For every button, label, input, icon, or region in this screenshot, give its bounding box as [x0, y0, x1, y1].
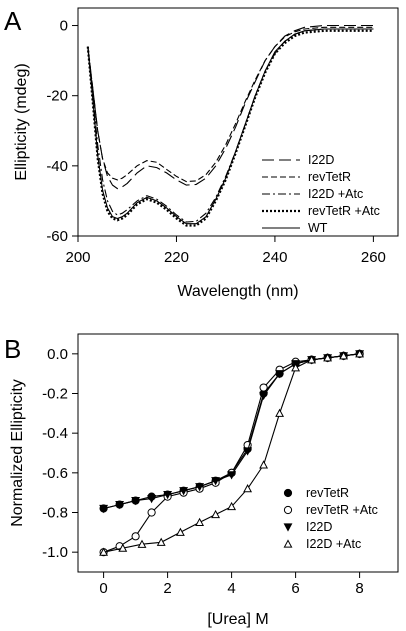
data-point-3 [243, 484, 253, 493]
data-point-2 [163, 491, 173, 500]
y-tick-label: -20 [46, 88, 68, 105]
data-point-2 [259, 391, 269, 401]
legend-marker-3 [283, 539, 293, 548]
data-point-2 [179, 487, 189, 496]
y-axis-label: Ellipticity (mdeg) [13, 63, 30, 180]
panel-label-A: A [4, 6, 22, 36]
data-point-3 [275, 408, 285, 417]
data-point-3 [339, 351, 349, 360]
x-tick-label: 240 [262, 249, 287, 266]
legend-label-4: WT [308, 221, 328, 235]
y-tick-label: -0.8 [42, 505, 68, 522]
y-tick-label: -1.0 [42, 544, 68, 561]
series-line-1 [87, 26, 374, 183]
data-point-3 [259, 460, 269, 469]
data-point-3 [227, 501, 237, 511]
data-point-3 [195, 517, 205, 527]
data-point-3 [137, 539, 147, 548]
data-point-3 [156, 537, 166, 546]
legend-marker-2 [283, 523, 293, 532]
data-point-2 [211, 477, 221, 486]
panel-label-B: B [4, 334, 21, 364]
data-point-3 [291, 363, 301, 372]
y-tick-label: -0.4 [42, 425, 68, 442]
legend-label-0: revTetR [306, 486, 349, 500]
x-tick-label: 200 [65, 249, 90, 266]
legend-label-3: revTetR +Atc [308, 204, 380, 218]
data-point-3 [355, 349, 365, 358]
data-point-1 [259, 383, 268, 392]
x-axis-label: Wavelength (nm) [177, 283, 298, 300]
legend-marker-0 [283, 488, 293, 498]
plot-frame [77, 7, 399, 237]
y-tick-label: -0.2 [42, 386, 68, 403]
y-tick-label: -40 [46, 158, 68, 175]
x-tick-label: 0 [99, 580, 107, 597]
data-point-1 [147, 508, 156, 517]
plot-frame [77, 333, 399, 573]
data-point-2 [99, 504, 109, 514]
y-axis-label: Normalized Ellipticity [9, 379, 26, 527]
legend-label-2: I22D +Atc [308, 187, 363, 201]
data-point-3 [175, 527, 185, 536]
data-point-3 [211, 509, 221, 519]
series-line-3 [103, 353, 360, 553]
data-point-2 [115, 500, 125, 510]
x-tick-label: 6 [291, 580, 299, 597]
x-tick-label: 8 [355, 580, 363, 597]
y-tick-label: 0 [60, 18, 68, 35]
legend-label-0: I22D [308, 153, 334, 167]
legend-label-2: I22D [306, 520, 332, 534]
legend-label-1: revTetR +Atc [306, 503, 378, 517]
data-point-3 [307, 355, 317, 364]
legend-label-3: I22D +Atc [306, 537, 361, 551]
y-tick-label: -60 [46, 228, 68, 245]
x-tick-label: 4 [227, 580, 235, 597]
data-point-2 [195, 483, 205, 492]
x-tick-label: 2 [163, 580, 171, 597]
x-tick-label: 260 [361, 249, 386, 266]
data-point-2 [131, 497, 141, 506]
data-point-2 [227, 471, 237, 480]
data-point-2 [147, 495, 157, 504]
series-line-4 [87, 28, 374, 225]
data-point-3 [118, 543, 128, 552]
legend-label-1: revTetR [308, 170, 351, 184]
data-point-3 [323, 353, 333, 362]
series-line-3 [86, 29, 374, 227]
data-point-1 [131, 532, 140, 541]
series-line-0 [87, 24, 374, 190]
x-axis-label: [Urea] M [207, 611, 268, 628]
legend-marker-1 [283, 505, 293, 515]
data-point-2 [243, 447, 253, 456]
data-point-3 [99, 547, 109, 556]
x-tick-label: 220 [164, 249, 189, 266]
y-tick-label: 0.0 [47, 346, 68, 363]
y-tick-label: -0.6 [42, 465, 68, 482]
data-point-2 [275, 370, 285, 379]
